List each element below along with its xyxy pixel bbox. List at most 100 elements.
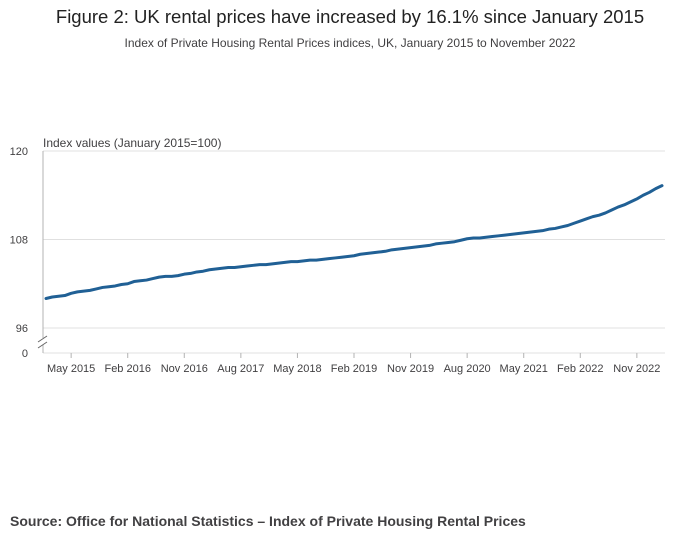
data-point[interactable] [653,186,659,192]
data-point[interactable] [219,265,225,271]
data-point[interactable] [43,296,49,302]
data-point[interactable] [288,259,294,265]
data-point[interactable] [188,270,194,276]
data-point[interactable] [420,243,426,249]
data-point[interactable] [502,232,508,238]
data-point[interactable] [364,251,370,257]
data-point[interactable] [282,259,288,265]
data-point[interactable] [646,189,652,195]
data-point[interactable] [621,202,627,208]
data-point[interactable] [112,283,118,289]
data-point[interactable] [313,257,319,263]
data-point[interactable] [489,234,495,240]
data-point[interactable] [439,240,445,246]
data-point[interactable] [496,233,502,239]
data-point[interactable] [634,196,640,202]
data-point[interactable] [659,183,665,189]
data-point[interactable] [200,268,206,274]
data-point[interactable] [81,288,87,294]
data-point[interactable] [106,284,112,290]
data-point[interactable] [326,256,332,262]
data-point[interactable] [401,245,407,251]
data-point[interactable] [68,290,74,296]
data-point[interactable] [540,228,546,234]
data-point[interactable] [596,212,602,218]
data-point[interactable] [131,279,137,285]
data-point[interactable] [615,204,621,210]
data-point[interactable] [414,244,420,250]
data-point[interactable] [433,241,439,247]
data-point[interactable] [508,231,514,237]
data-point[interactable] [426,242,432,248]
data-point[interactable] [49,294,55,300]
data-point[interactable] [238,264,244,270]
data-point[interactable] [257,262,263,268]
data-point[interactable] [351,253,357,259]
data-point[interactable] [408,245,414,251]
data-point[interactable] [118,281,124,287]
data-point[interactable] [320,256,326,262]
data-point[interactable] [584,216,590,222]
data-point[interactable] [370,250,376,256]
data-point[interactable] [87,287,93,293]
data-point[interactable] [628,199,634,205]
data-point[interactable] [169,273,175,279]
data-point[interactable] [150,276,156,282]
data-point[interactable] [376,249,382,255]
data-point[interactable] [250,262,256,268]
data-point[interactable] [483,234,489,240]
data-point[interactable] [125,281,131,287]
data-point[interactable] [263,262,269,268]
data-point[interactable] [552,225,558,231]
data-point[interactable] [477,235,483,241]
data-point[interactable] [533,228,539,234]
data-point[interactable] [294,259,300,265]
data-point[interactable] [521,230,527,236]
data-point[interactable] [452,239,458,245]
data-point[interactable] [640,192,646,198]
data-point[interactable] [225,265,231,271]
data-point[interactable] [156,274,162,280]
data-point[interactable] [338,254,344,260]
data-point[interactable] [213,266,219,272]
data-point[interactable] [162,273,168,279]
data-point[interactable] [565,222,571,228]
data-point[interactable] [301,258,307,264]
data-point[interactable] [100,284,106,290]
data-point[interactable] [602,210,608,216]
data-point[interactable] [389,247,395,253]
data-point[interactable] [546,226,552,232]
data-point[interactable] [577,218,583,224]
data-point[interactable] [445,239,451,245]
data-point[interactable] [357,251,363,257]
data-point[interactable] [175,273,181,279]
data-point[interactable] [181,271,187,277]
data-point[interactable] [62,293,68,299]
data-point[interactable] [244,263,250,269]
data-point[interactable] [269,261,275,267]
data-point[interactable] [609,207,615,213]
data-point[interactable] [514,231,520,237]
data-point[interactable] [527,229,533,235]
data-point[interactable] [93,286,99,292]
data-point[interactable] [382,248,388,254]
data-point[interactable] [307,257,313,263]
data-point[interactable] [332,255,338,261]
data-point[interactable] [137,278,143,284]
data-point[interactable] [464,236,470,242]
data-point[interactable] [470,235,476,241]
data-point[interactable] [345,253,351,259]
data-point[interactable] [571,220,577,226]
data-point[interactable] [144,277,150,283]
data-point[interactable] [458,237,464,243]
series-line-rental-index[interactable] [44,184,664,300]
data-point[interactable] [558,224,564,230]
data-point[interactable] [56,293,62,299]
data-point[interactable] [206,267,212,273]
data-point[interactable] [395,246,401,252]
data-point[interactable] [276,260,282,266]
data-point[interactable] [590,214,596,220]
data-point[interactable] [74,289,80,295]
data-point[interactable] [232,265,238,271]
data-point[interactable] [194,269,200,275]
